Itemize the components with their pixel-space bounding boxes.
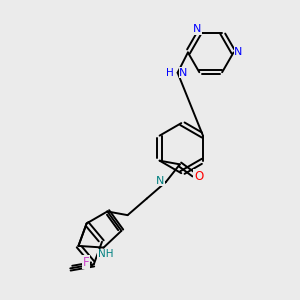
- Text: F: F: [82, 256, 89, 269]
- Text: H: H: [166, 68, 174, 78]
- Text: N: N: [156, 176, 164, 186]
- Text: N: N: [193, 24, 202, 34]
- Text: NH: NH: [98, 249, 113, 259]
- Text: H: H: [154, 176, 162, 186]
- Text: N: N: [179, 68, 188, 78]
- Text: N: N: [234, 47, 242, 58]
- Text: O: O: [194, 170, 203, 183]
